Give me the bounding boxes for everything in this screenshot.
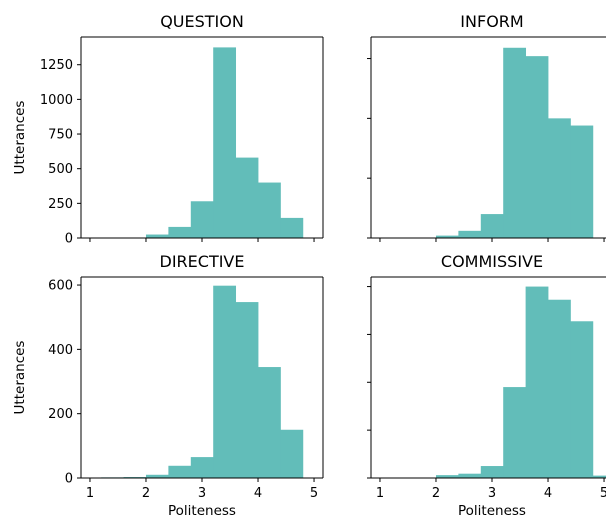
x-tick-label: 3 — [198, 486, 206, 501]
x-tick-label: 5 — [310, 486, 318, 501]
x-axis-label: Politeness — [458, 503, 526, 519]
y-axis-label: Utterances — [12, 101, 28, 175]
x-tick-label: 3 — [488, 486, 496, 501]
x-tick-label: 1 — [376, 486, 384, 501]
x-tick-label: 2 — [142, 486, 150, 501]
y-tick-label: 200 — [48, 407, 73, 422]
histogram-bar — [191, 457, 214, 478]
histogram-bar — [526, 56, 549, 238]
y-tick-label: 0 — [65, 232, 73, 247]
y-tick-label: 1250 — [40, 58, 73, 73]
histogram-bar — [481, 466, 504, 478]
histogram-bar — [236, 158, 259, 238]
y-tick-label: 0 — [65, 472, 73, 487]
x-axis-label: Politeness — [168, 503, 236, 519]
histogram-bar — [191, 201, 214, 238]
histogram-bar — [146, 235, 169, 238]
histogram-bar — [548, 118, 571, 238]
y-tick-label: 250 — [48, 197, 73, 212]
panel-title: COMMISSIVE — [441, 252, 543, 271]
histogram-bar — [526, 287, 549, 478]
y-tick-label: 500 — [48, 162, 73, 177]
x-tick-label: 2 — [432, 486, 440, 501]
histogram-bar — [168, 466, 191, 478]
histogram-bar — [258, 183, 281, 238]
y-tick-label: 600 — [48, 279, 73, 294]
histogram-bar — [213, 286, 236, 478]
y-axis-label: Utterances — [12, 341, 28, 415]
histogram-bar — [548, 300, 571, 478]
x-tick-label: 4 — [544, 486, 552, 501]
histogram-bar — [503, 387, 526, 478]
histogram-bar — [280, 218, 303, 238]
panel-directive: 1 2 3 4 5 0 200 400 600 DIRECTIVE Utterances Polite… — [12, 252, 323, 519]
histogram-bar — [458, 231, 481, 238]
panel-inform: INFORM — [367, 12, 606, 242]
y-tick-label: 1000 — [40, 93, 73, 108]
panel-title: QUESTION — [160, 12, 244, 31]
y-tick-label: 750 — [48, 128, 73, 143]
histogram-bar — [570, 126, 593, 238]
histogram-bar — [213, 47, 236, 238]
panel-commissive: 1 2 3 4 5 COMMISSIVE Politeness — [367, 252, 606, 519]
panel-title: DIRECTIVE — [160, 252, 245, 271]
y-tick-label: 400 — [48, 343, 73, 358]
histogram-bar — [503, 48, 526, 238]
panel-question: 0 250 500 750 1000 1250 QUESTION Utterances — [12, 12, 323, 247]
x-tick-label: 4 — [254, 486, 262, 501]
x-tick-label: 5 — [600, 486, 606, 501]
histogram-bar — [258, 367, 281, 478]
histogram-bar — [236, 302, 259, 478]
histogram-bar — [481, 214, 504, 238]
panel-title: INFORM — [460, 12, 523, 31]
histogram-bar — [458, 474, 481, 478]
x-tick-label: 1 — [86, 486, 94, 501]
histogram-bar — [168, 227, 191, 238]
histogram-bar — [570, 321, 593, 478]
histogram-bar — [280, 430, 303, 478]
